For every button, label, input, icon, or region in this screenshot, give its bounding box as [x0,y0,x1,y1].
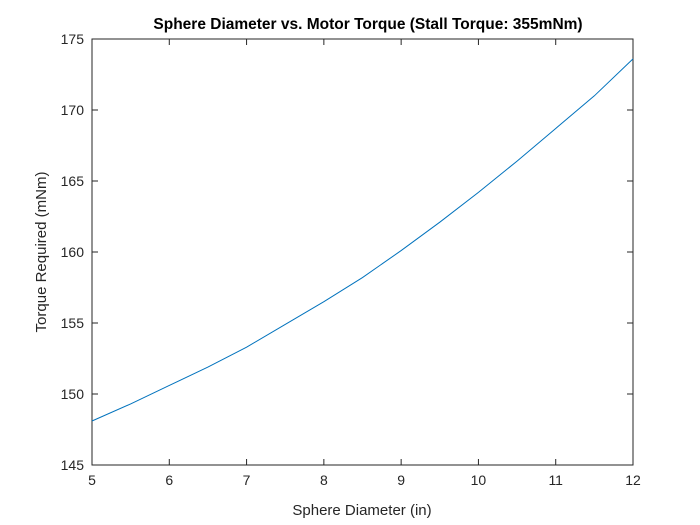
y-tick-label: 145 [61,457,85,473]
x-tick-label: 10 [471,472,487,488]
series-group [91,58,634,422]
y-tick-label: 155 [61,315,85,331]
x-tick-label: 6 [165,472,173,488]
x-tick-label: 9 [397,472,405,488]
y-tick-label: 150 [61,386,85,402]
x-tick-label: 12 [625,472,641,488]
y-tick-label: 175 [61,31,85,47]
chart-title: Sphere Diameter vs. Motor Torque (Stall … [153,16,582,33]
y-tick-label: 160 [61,244,85,260]
plot-area [91,38,634,466]
x-axis-label: Sphere Diameter (in) [292,502,431,519]
x-tick-label: 5 [88,472,96,488]
y-tick-label: 165 [61,173,85,189]
x-axis-ticks: 5 6 7 8 9 10 11 12 [88,39,641,488]
x-tick-label: 11 [548,472,563,488]
y-tick-label: 170 [61,102,85,118]
x-tick-label: 8 [320,472,328,488]
y-axis-label: Torque Required (mNm) [33,172,50,333]
x-tick-label: 7 [243,472,251,488]
y-axis-ticks: 145 150 155 160 165 170 175 [61,31,633,473]
plot-frame [91,38,634,466]
series-line-0 [91,58,634,422]
